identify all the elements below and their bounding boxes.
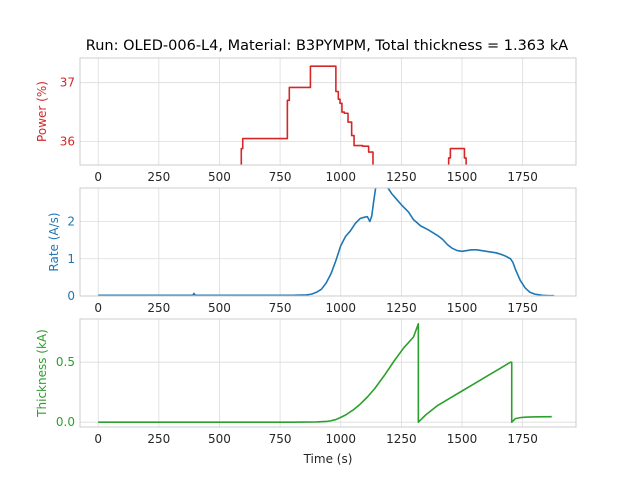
thickness-y-tick-label: 0.5 [56, 355, 75, 369]
rate-x-tick-label: 1750 [507, 301, 538, 315]
rate-axes-frame [79, 187, 577, 297]
rate-y-tick-label: 1 [67, 252, 75, 266]
thickness-axes-frame [79, 318, 577, 428]
thickness-x-tick-label: 750 [269, 432, 292, 446]
thickness-plot-area [80, 319, 576, 427]
thickness-x-tick-label: 1750 [507, 432, 538, 446]
power-x-tick-label: 0 [94, 170, 102, 184]
x-axis-label: Time (s) [303, 452, 353, 466]
power-x-tick-label: 1250 [386, 170, 417, 184]
power-series-line [240, 65, 374, 165]
rate-series-line [98, 188, 555, 296]
thickness-x-tick-label: 250 [147, 432, 170, 446]
thickness-x-tick-label: 1000 [325, 432, 356, 446]
power-x-tick-label: 1500 [447, 170, 478, 184]
power-series-line [447, 147, 467, 165]
power-x-tick-label: 1750 [507, 170, 538, 184]
power-axes-frame [79, 57, 577, 166]
rate-x-tick-label: 750 [269, 301, 292, 315]
power-y-tick-label: 36 [60, 134, 75, 148]
thickness-x-tick-label: 1500 [447, 432, 478, 446]
chart-title: Run: OLED-006-L4, Material: B3PYMPM, Tot… [86, 38, 568, 54]
rate-x-tick-label: 500 [208, 301, 231, 315]
power-plot-area [80, 58, 576, 165]
power-x-tick-label: 500 [208, 170, 231, 184]
rate-x-tick-label: 1250 [386, 301, 417, 315]
power-grid [80, 58, 576, 165]
thickness-y-axis-label: Thickness (kA) [35, 329, 49, 418]
rate-x-tick-label: 1500 [447, 301, 478, 315]
thickness-y-tick-label: 0.0 [56, 415, 75, 429]
power-x-tick-label: 750 [269, 170, 292, 184]
power-y-axis-label: Power (%) [35, 81, 49, 142]
rate-x-tick-label: 250 [147, 301, 170, 315]
power-axes: 0 250 500 750 1000 1250 1500 1750 36 37 Power (%) [35, 57, 577, 184]
thickness-x-tick-label: 1250 [386, 432, 417, 446]
rate-x-tick-label: 1000 [325, 301, 356, 315]
power-x-tick-label: 1000 [325, 170, 356, 184]
rate-y-tick-label: 2 [67, 215, 75, 229]
thickness-series-line [98, 322, 552, 424]
power-x-tick-label: 250 [147, 170, 170, 184]
thickness-axes: 0 250 500 750 1000 1250 1500 1750 0.0 0.5 Thicknes… [35, 318, 577, 446]
thickness-x-tick-label: 0 [94, 432, 102, 446]
power-y-tick-label: 37 [60, 76, 75, 90]
rate-y-tick-label: 0 [67, 289, 75, 303]
thickness-x-tick-label: 500 [208, 432, 231, 446]
rate-x-tick-label: 0 [94, 301, 102, 315]
rate-y-axis-label: Rate (A/s) [47, 212, 61, 271]
rate-axes: 0 250 500 750 1000 1250 1500 1750 0 1 2 Rate (A/s) [47, 187, 577, 315]
